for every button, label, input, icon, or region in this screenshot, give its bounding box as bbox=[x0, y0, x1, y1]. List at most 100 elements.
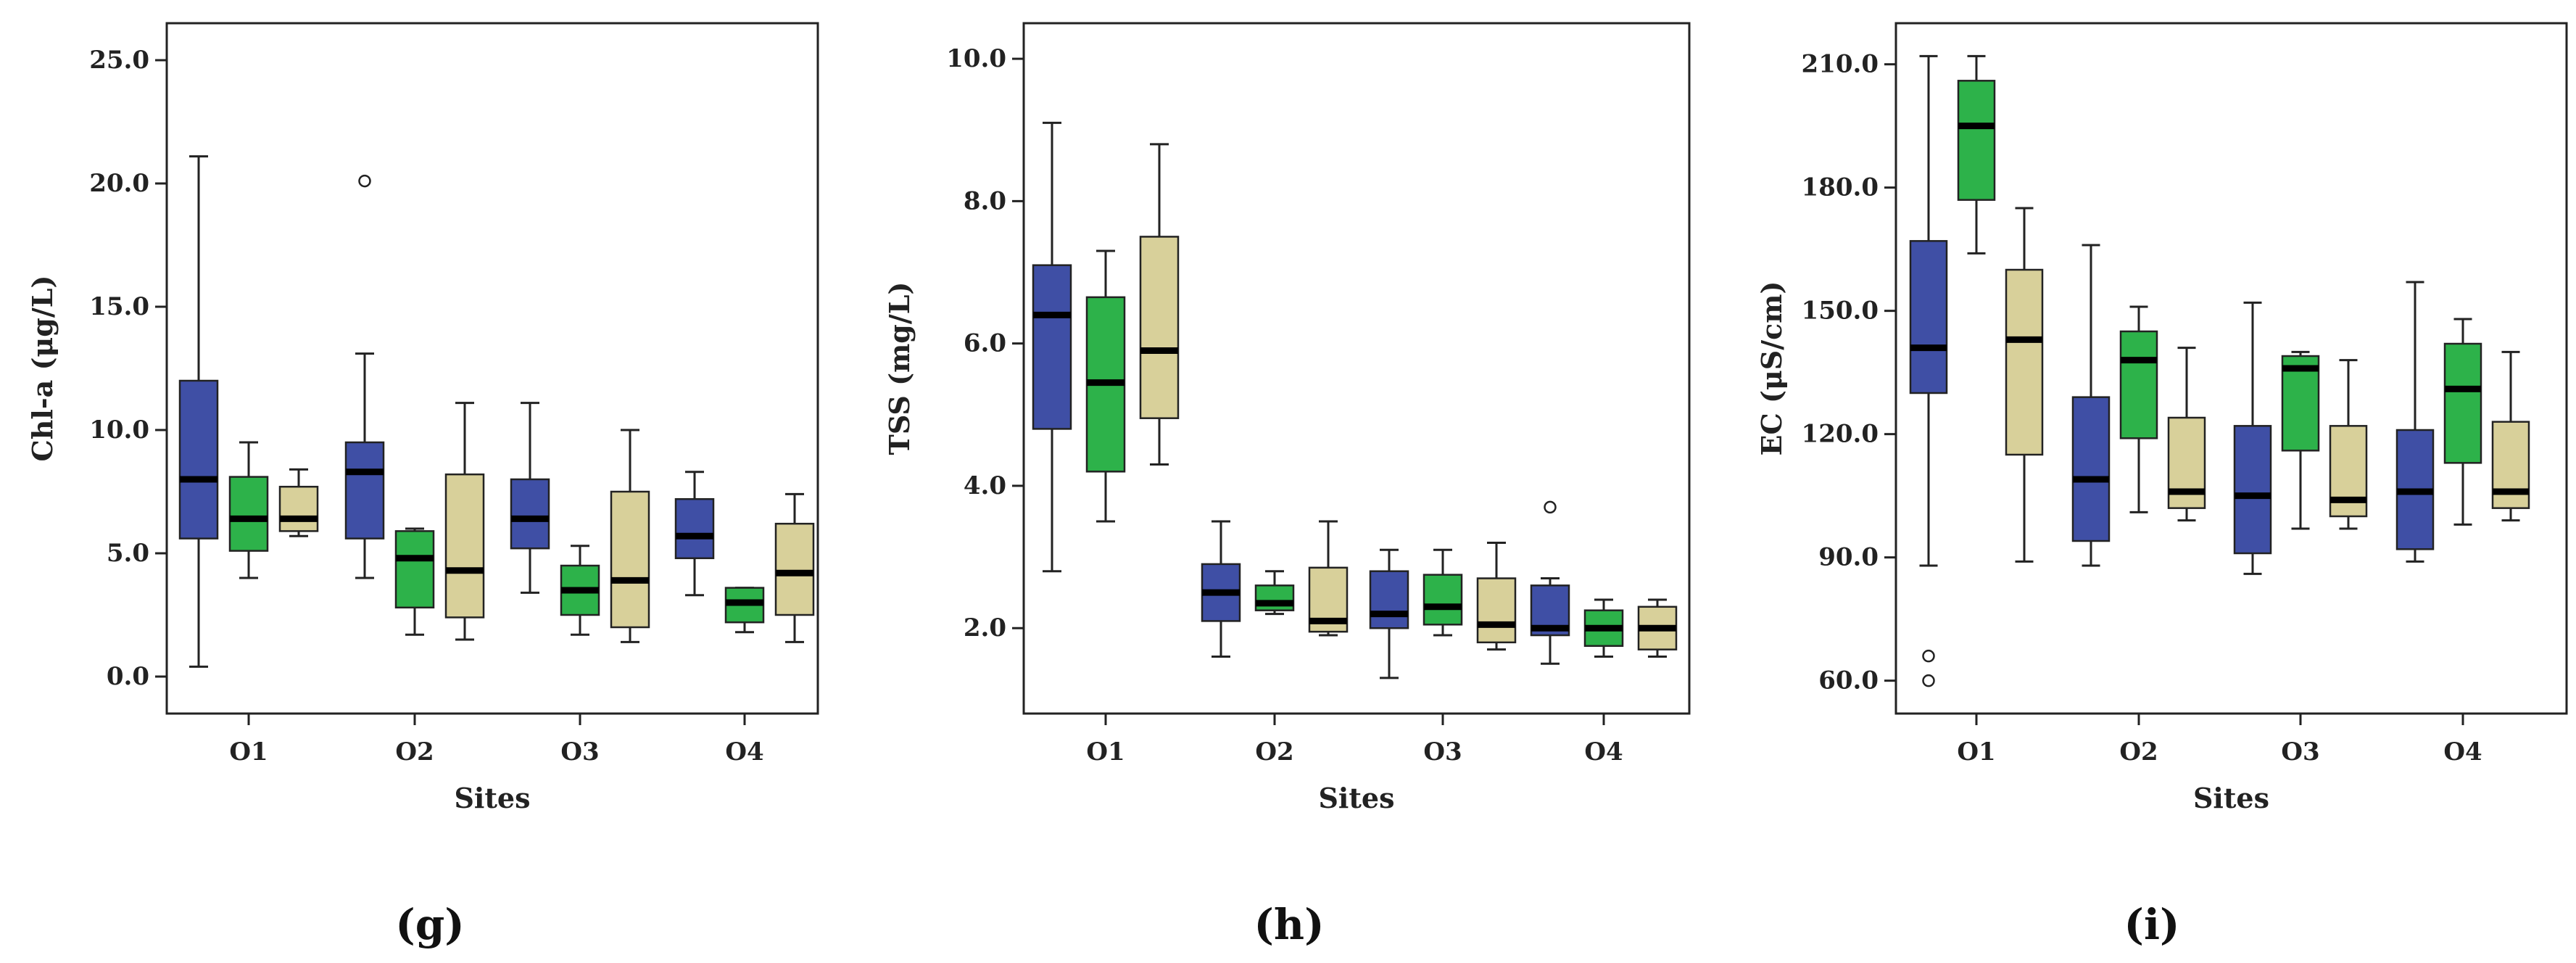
y-axis-title: TSS (mg/L) bbox=[883, 282, 916, 455]
box-body bbox=[1476, 577, 1517, 644]
chart-panel-h: 2.0 4.0 6.0 8.0 10.0 O1 O2 O3 O4 Sites TSS (mg/L) (… bbox=[883, 22, 1691, 949]
y-tick-label: 5.0 bbox=[107, 539, 149, 568]
panel-label: (g) bbox=[395, 900, 464, 949]
box-body bbox=[2233, 425, 2272, 555]
box-o3-series-3 bbox=[1476, 541, 1517, 651]
box-body bbox=[2491, 421, 2530, 509]
plot-frame bbox=[1022, 22, 1691, 715]
box-body bbox=[1032, 264, 1072, 430]
outlier-point bbox=[1922, 674, 1935, 687]
y-tick-label: 10.0 bbox=[946, 44, 1006, 73]
box-o1-series-1 bbox=[1032, 121, 1072, 573]
box-o4-series-3 bbox=[2491, 350, 2530, 522]
x-tick-label-o3: O3 bbox=[2281, 737, 2319, 766]
y-tick-label: 210.0 bbox=[1802, 50, 1879, 79]
box-o4-series-1 bbox=[1530, 500, 1570, 665]
box-body bbox=[774, 522, 815, 616]
box-o1-series-1 bbox=[1909, 54, 1948, 687]
y-tick-label: 20.0 bbox=[89, 169, 149, 198]
box-o1-series-2 bbox=[1957, 54, 1996, 255]
plot-frame bbox=[1894, 22, 2568, 715]
box-o1-series-3 bbox=[278, 468, 319, 537]
outlier-point bbox=[1544, 500, 1557, 514]
x-tick-label-o2: O2 bbox=[2119, 737, 2158, 766]
chart-panel-g: 0.0 5.0 10.0 15.0 20.0 25.0 O1 O2 O3 O4 Sites Chl-a… bbox=[26, 22, 819, 949]
x-tick-label-o4: O4 bbox=[725, 737, 763, 766]
box-o3-series-3 bbox=[610, 429, 650, 643]
y-axis-title: Chl-a (μg/L) bbox=[26, 276, 59, 462]
box-o4-series-3 bbox=[774, 492, 815, 643]
box-body bbox=[674, 497, 715, 560]
box-o4-series-2 bbox=[2443, 318, 2482, 526]
box-o3-series-1 bbox=[1369, 548, 1409, 679]
box-body bbox=[178, 379, 219, 540]
box-body bbox=[444, 473, 485, 619]
plot-frame bbox=[165, 22, 819, 715]
box-body bbox=[2005, 268, 2044, 456]
panel-label: (h) bbox=[1254, 900, 1324, 949]
box-o4-series-1 bbox=[674, 471, 715, 597]
y-tick-label: 90.0 bbox=[1818, 543, 1879, 572]
box-o2-series-1 bbox=[344, 174, 385, 579]
box-body bbox=[1139, 236, 1180, 419]
box-body bbox=[228, 476, 269, 552]
box-o1-series-1 bbox=[178, 155, 219, 668]
box-body bbox=[510, 478, 550, 550]
box-o4-series-2 bbox=[1583, 598, 1624, 658]
box-o3-series-2 bbox=[2281, 350, 2320, 530]
box-o2-series-3 bbox=[2167, 347, 2206, 522]
y-tick-label: 2.0 bbox=[964, 613, 1006, 642]
y-tick-label: 25.0 bbox=[89, 46, 149, 75]
x-tick-label-o3: O3 bbox=[1423, 737, 1462, 766]
box-o3-series-1 bbox=[510, 402, 550, 594]
box-o4-series-3 bbox=[1637, 598, 1678, 658]
y-tick-label: 120.0 bbox=[1802, 420, 1879, 449]
box-o3-series-3 bbox=[2329, 359, 2368, 530]
x-tick-label-o1: O1 bbox=[1086, 737, 1125, 766]
x-axis-title: Sites bbox=[2193, 782, 2269, 814]
x-axis-title: Sites bbox=[454, 782, 530, 814]
box-o2-series-1 bbox=[2071, 244, 2111, 567]
box-body bbox=[1369, 570, 1409, 629]
box-o2-series-1 bbox=[1201, 520, 1241, 658]
box-o2-series-2 bbox=[1254, 570, 1295, 616]
chart-panel-i: 60.0 90.0 120.0 150.0 180.0 210.0 O1 O2 O3 O4 Site… bbox=[1755, 22, 2568, 949]
box-body bbox=[1957, 80, 1996, 201]
box-o4-series-1 bbox=[2395, 281, 2435, 563]
y-tick-label: 150.0 bbox=[1802, 297, 1879, 326]
box-o2-series-3 bbox=[444, 402, 485, 641]
box-o2-series-2 bbox=[2119, 305, 2158, 513]
box-body bbox=[1422, 574, 1463, 626]
x-tick-label-o2: O2 bbox=[395, 737, 434, 766]
box-body bbox=[344, 441, 385, 540]
box-o2-series-2 bbox=[394, 527, 435, 636]
outlier-point bbox=[1922, 649, 1935, 663]
y-tick-label: 15.0 bbox=[89, 292, 149, 321]
box-body bbox=[2119, 330, 2158, 439]
box-o1-series-2 bbox=[228, 441, 269, 579]
box-body bbox=[1254, 584, 1295, 611]
box-body bbox=[394, 530, 435, 609]
box-o3-series-2 bbox=[560, 545, 600, 636]
x-axis-title: Sites bbox=[1318, 782, 1394, 814]
box-body bbox=[2071, 396, 2111, 542]
box-o2-series-3 bbox=[1308, 520, 1349, 637]
y-tick-label: 6.0 bbox=[964, 329, 1006, 358]
box-body bbox=[278, 485, 319, 532]
y-axis-title: EC (μS/cm) bbox=[1755, 281, 1788, 456]
panel-label: (i) bbox=[2124, 900, 2180, 949]
y-tick-label: 4.0 bbox=[964, 471, 1006, 500]
x-tick-label-o2: O2 bbox=[1255, 737, 1293, 766]
box-body bbox=[2281, 355, 2320, 452]
x-tick-label-o1: O1 bbox=[1957, 737, 1995, 766]
x-tick-label-o4: O4 bbox=[1584, 737, 1623, 766]
y-tick-label: 180.0 bbox=[1802, 173, 1879, 202]
box-o1-series-3 bbox=[1139, 143, 1180, 466]
box-body bbox=[2443, 342, 2482, 464]
x-tick-label-o4: O4 bbox=[2443, 737, 2482, 766]
box-o1-series-3 bbox=[2005, 207, 2044, 563]
y-tick-label: 0.0 bbox=[107, 662, 149, 691]
box-o3-series-1 bbox=[2233, 301, 2272, 575]
box-body bbox=[1909, 240, 1948, 394]
